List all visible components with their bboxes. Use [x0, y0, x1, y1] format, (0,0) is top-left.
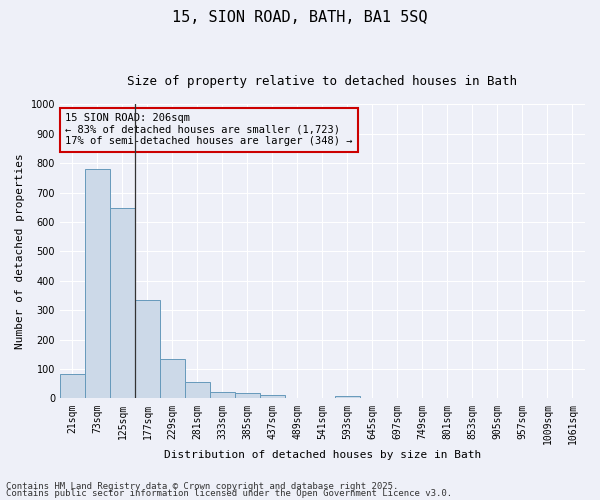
Bar	[210, 392, 235, 398]
Bar	[185, 382, 210, 398]
Bar	[260, 395, 285, 398]
Bar	[335, 396, 360, 398]
X-axis label: Distribution of detached houses by size in Bath: Distribution of detached houses by size …	[164, 450, 481, 460]
Text: Contains public sector information licensed under the Open Government Licence v3: Contains public sector information licen…	[6, 489, 452, 498]
Text: 15 SION ROAD: 206sqm
← 83% of detached houses are smaller (1,723)
17% of semi-de: 15 SION ROAD: 206sqm ← 83% of detached h…	[65, 114, 353, 146]
Bar	[60, 374, 85, 398]
Bar	[160, 360, 185, 399]
Text: 15, SION ROAD, BATH, BA1 5SQ: 15, SION ROAD, BATH, BA1 5SQ	[172, 10, 428, 25]
Bar	[235, 393, 260, 398]
Bar	[135, 300, 160, 398]
Y-axis label: Number of detached properties: Number of detached properties	[15, 154, 25, 350]
Bar	[85, 169, 110, 398]
Text: Contains HM Land Registry data © Crown copyright and database right 2025.: Contains HM Land Registry data © Crown c…	[6, 482, 398, 491]
Bar	[110, 208, 135, 398]
Title: Size of property relative to detached houses in Bath: Size of property relative to detached ho…	[127, 75, 517, 88]
